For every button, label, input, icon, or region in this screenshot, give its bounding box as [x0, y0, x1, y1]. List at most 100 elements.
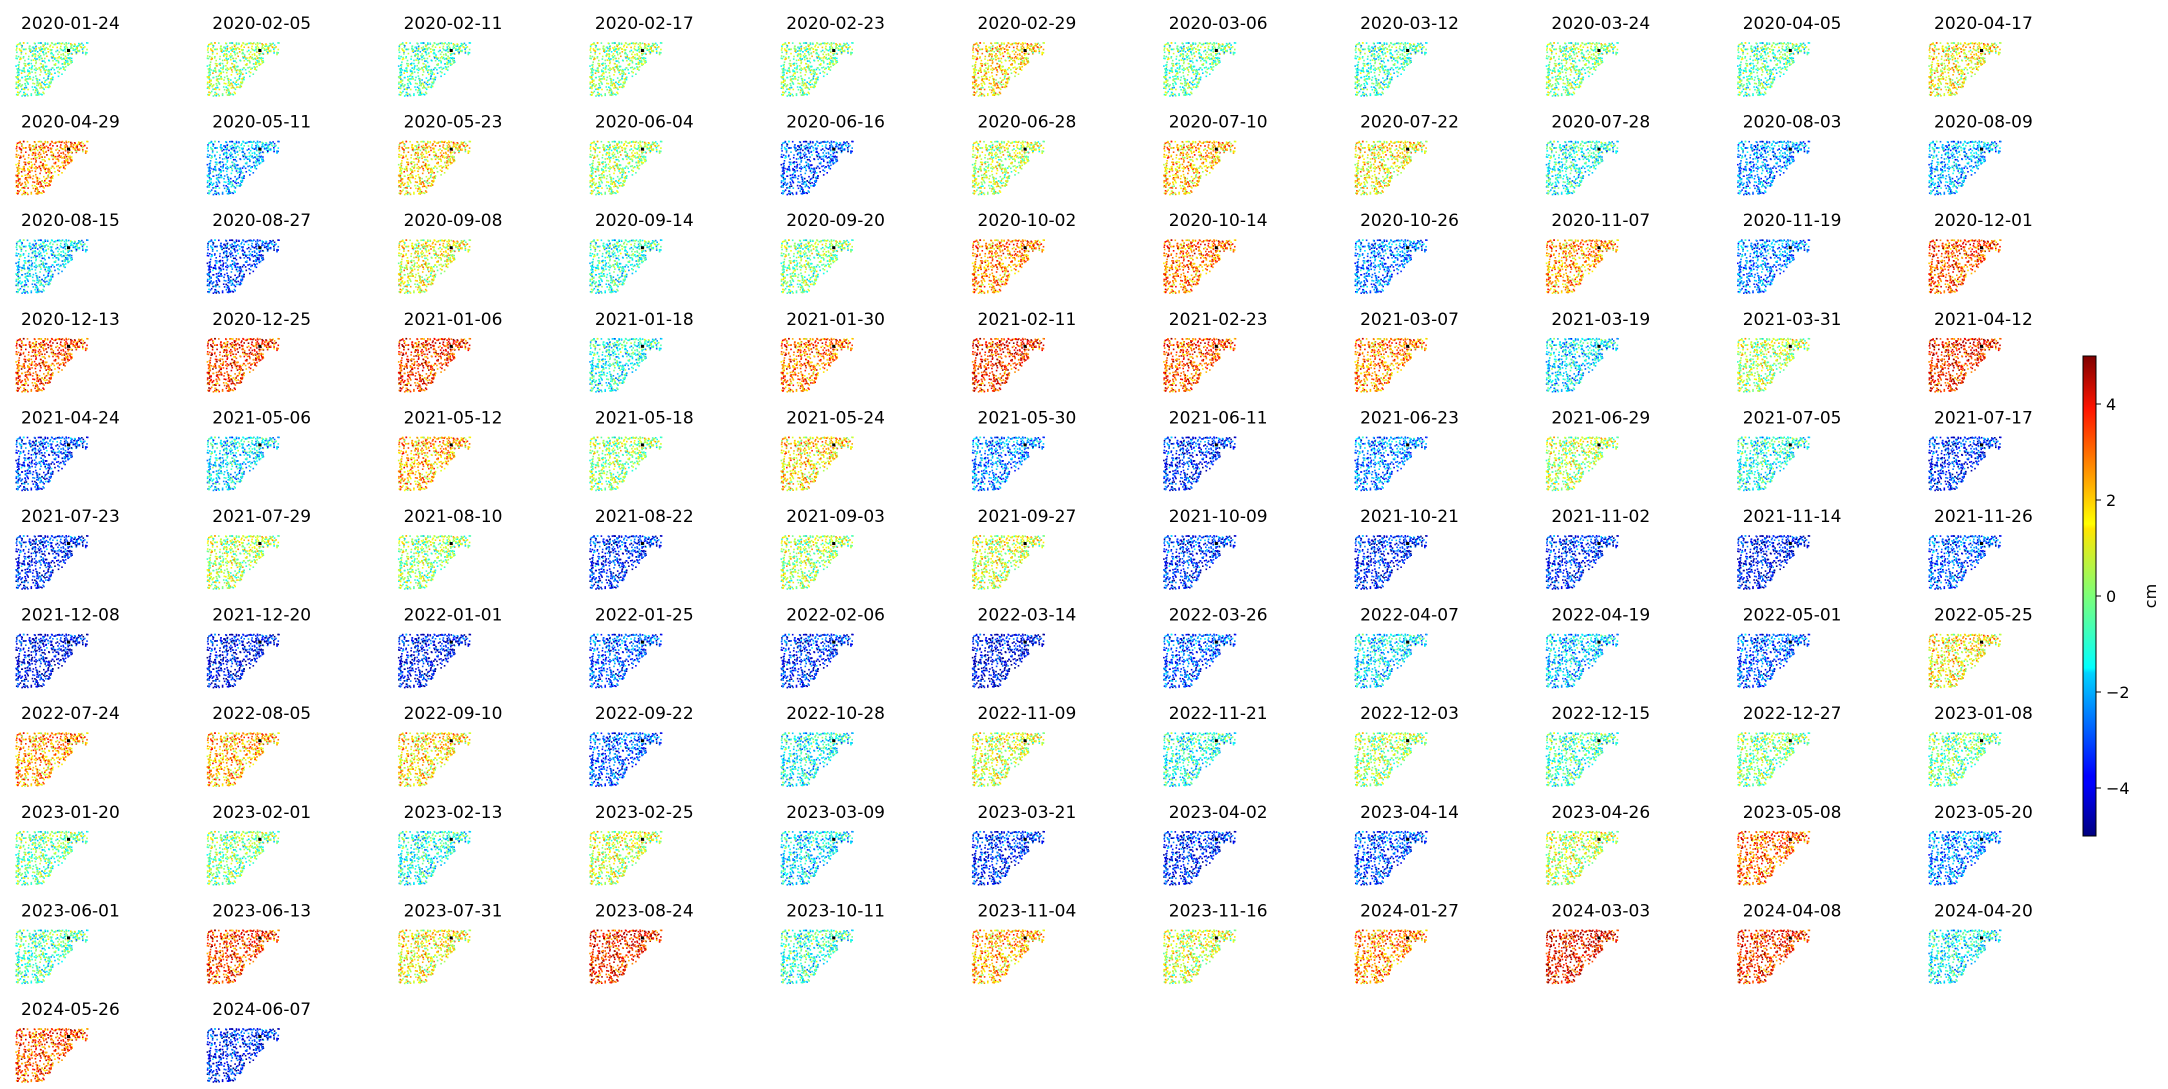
data-point — [254, 50, 256, 52]
data-point — [428, 74, 430, 76]
data-point — [238, 43, 240, 45]
data-point — [982, 53, 984, 55]
data-point — [234, 51, 236, 53]
data-point — [613, 79, 615, 81]
data-point — [598, 83, 600, 85]
data-point — [402, 59, 404, 61]
data-point — [443, 46, 445, 48]
data-point — [214, 92, 216, 94]
data-point — [212, 72, 214, 74]
data-point — [256, 56, 258, 58]
data-point — [48, 75, 50, 77]
data-point — [610, 94, 612, 96]
data-point — [820, 43, 822, 45]
data-point — [222, 95, 224, 97]
data-point — [260, 64, 262, 66]
data-point — [801, 48, 803, 50]
data-point — [1017, 57, 1019, 59]
data-point — [810, 53, 812, 55]
data-point — [24, 71, 26, 73]
data-point — [260, 53, 262, 55]
data-point — [824, 56, 826, 58]
data-point — [605, 67, 607, 69]
data-point — [207, 82, 209, 84]
data-point — [980, 87, 982, 89]
data-point — [1216, 43, 1218, 45]
data-point — [840, 49, 842, 51]
data-point — [20, 91, 22, 93]
data-point — [61, 43, 63, 45]
data-point — [1200, 67, 1202, 69]
data-point — [1177, 50, 1179, 52]
data-point — [1009, 54, 1011, 56]
data-point — [622, 60, 624, 62]
data-point — [590, 52, 592, 54]
data-point — [1002, 47, 1004, 49]
data-point — [1213, 45, 1215, 47]
data-point — [61, 59, 63, 61]
data-point — [1203, 51, 1205, 53]
data-point — [599, 85, 601, 87]
data-point — [431, 82, 433, 84]
data-point — [63, 50, 65, 52]
data-point — [424, 66, 426, 68]
data-point — [18, 56, 20, 58]
data-point — [71, 53, 73, 55]
data-point — [789, 60, 791, 62]
data-point — [209, 56, 211, 58]
data-point — [604, 78, 606, 80]
data-point — [222, 60, 224, 62]
data-point — [449, 60, 451, 62]
data-point — [597, 69, 599, 71]
data-point — [248, 71, 250, 73]
data-point — [990, 48, 992, 50]
data-point — [607, 54, 609, 56]
data-point — [631, 43, 633, 45]
data-point — [978, 77, 980, 79]
data-point — [59, 51, 61, 53]
data-point — [782, 44, 784, 46]
data-point — [600, 78, 602, 80]
data-point — [247, 43, 249, 45]
data-point — [16, 49, 18, 51]
data-point — [428, 47, 430, 49]
panel: 2020-02-11 — [398, 14, 502, 97]
data-point — [996, 69, 998, 71]
data-point — [405, 94, 407, 96]
data-point — [1010, 58, 1012, 60]
data-point — [462, 44, 464, 46]
data-point — [992, 48, 994, 50]
data-point — [831, 42, 833, 44]
data-point — [797, 50, 799, 52]
data-point — [608, 92, 610, 94]
data-point — [414, 47, 416, 49]
data-point — [993, 92, 995, 94]
data-point — [42, 66, 44, 68]
data-point — [255, 62, 257, 64]
data-point — [430, 51, 432, 53]
data-point — [426, 54, 428, 56]
data-point — [47, 48, 49, 50]
data-point — [256, 69, 258, 71]
data-point — [816, 79, 818, 81]
data-point — [70, 46, 72, 48]
data-point — [608, 83, 610, 85]
data-point — [457, 49, 459, 51]
data-point — [1002, 74, 1004, 76]
data-point — [409, 42, 411, 44]
data-point — [614, 42, 616, 44]
data-point — [981, 79, 983, 81]
data-point — [1194, 47, 1196, 49]
data-point — [1171, 49, 1173, 51]
data-point — [1005, 84, 1007, 86]
data-point — [409, 75, 411, 77]
data-point — [804, 53, 806, 55]
data-point — [593, 59, 595, 61]
data-point — [659, 53, 661, 55]
data-point — [61, 73, 63, 75]
data-point — [1172, 83, 1174, 85]
data-point — [406, 92, 408, 94]
data-point — [16, 58, 18, 60]
data-point — [612, 92, 614, 94]
data-point — [63, 67, 65, 69]
